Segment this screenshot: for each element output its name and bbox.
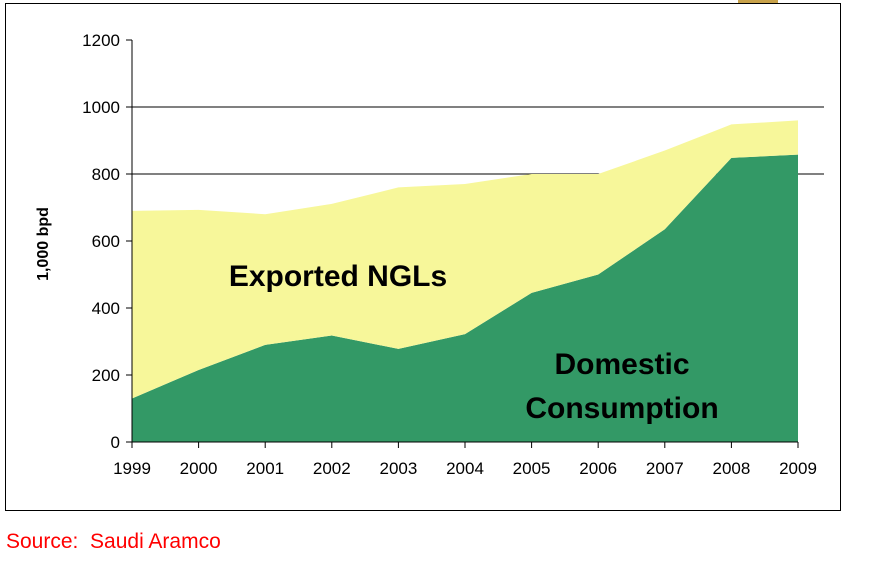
x-tick-label: 2006	[579, 459, 617, 478]
x-tick-label: 2004	[446, 459, 484, 478]
x-tick-label: 2003	[379, 459, 417, 478]
x-tick-label: 2002	[313, 459, 351, 478]
series-label-domestic-line2: Consumption	[525, 392, 718, 425]
areas	[132, 120, 798, 442]
y-tick-label: 1000	[82, 98, 120, 117]
y-tick-label: 800	[92, 165, 120, 184]
corner-decoration	[738, 0, 778, 3]
x-tick-label: 1999	[113, 459, 151, 478]
y-tick-label: 600	[92, 232, 120, 251]
area-chart: 0 200 400 600 800 1000 1200 1999 2000 2001 2002 20…	[35, 31, 824, 478]
y-axis-label: 1,000 bpd	[35, 207, 52, 281]
y-tick-label: 0	[111, 433, 120, 452]
x-tick-label: 2008	[712, 459, 750, 478]
x-tick-label: 2007	[646, 459, 684, 478]
y-tick-label: 400	[92, 299, 120, 318]
y-tick-label: 1200	[82, 31, 120, 50]
series-label-domestic-line1: Domestic	[554, 348, 689, 381]
area-domestic-consumption	[132, 154, 798, 442]
y-ticks: 0 200 400 600 800 1000 1200	[82, 31, 132, 452]
x-tick-label: 2000	[180, 459, 218, 478]
x-ticks: 1999 2000 2001 2002 2003 2004 2005 2006 2007 2008…	[113, 442, 817, 478]
y-tick-label: 200	[92, 366, 120, 385]
source-note: Source: Saudi Aramco	[6, 530, 221, 553]
x-tick-label: 2005	[513, 459, 551, 478]
x-tick-label: 2001	[246, 459, 284, 478]
x-tick-label: 2009	[779, 459, 817, 478]
series-label-exported: Exported NGLs	[229, 260, 447, 293]
area-exported-ngls	[132, 120, 798, 399]
chart-frame: 0 200 400 600 800 1000 1200 1999 2000 2001 2002 20…	[5, 3, 841, 511]
